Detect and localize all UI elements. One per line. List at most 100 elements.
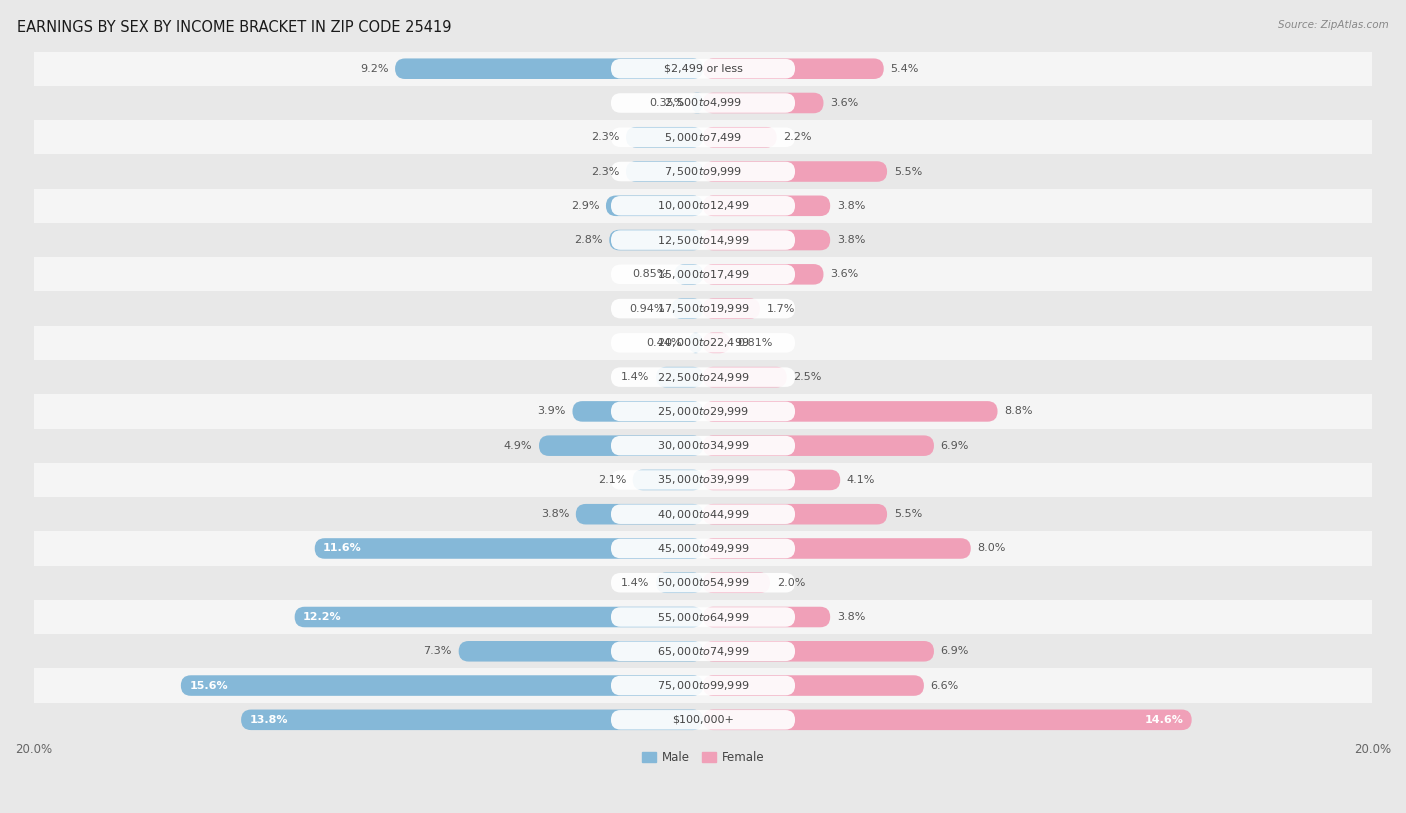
Text: 3.8%: 3.8% [837,612,865,622]
Text: 1.4%: 1.4% [621,372,650,382]
Text: 4.1%: 4.1% [846,475,876,485]
Text: $2,499 or less: $2,499 or less [664,63,742,74]
Text: $7,500 to $9,999: $7,500 to $9,999 [664,165,742,178]
FancyBboxPatch shape [572,401,703,422]
FancyBboxPatch shape [657,367,703,388]
Text: 0.85%: 0.85% [633,269,668,280]
FancyBboxPatch shape [612,299,794,319]
Text: 5.5%: 5.5% [894,167,922,176]
FancyBboxPatch shape [612,59,794,79]
Bar [34,497,1372,532]
Text: $15,000 to $17,499: $15,000 to $17,499 [657,267,749,280]
FancyBboxPatch shape [612,196,794,215]
Bar [34,394,1372,428]
Text: 1.7%: 1.7% [766,303,794,314]
Text: 14.6%: 14.6% [1144,715,1184,725]
Text: 9.2%: 9.2% [360,63,388,74]
Text: $100,000+: $100,000+ [672,715,734,725]
FancyBboxPatch shape [612,264,794,284]
FancyBboxPatch shape [612,641,794,661]
Bar [34,668,1372,702]
FancyBboxPatch shape [295,606,703,628]
FancyBboxPatch shape [612,230,794,250]
Bar [34,86,1372,120]
Text: $17,500 to $19,999: $17,500 to $19,999 [657,302,749,315]
Text: 2.1%: 2.1% [598,475,626,485]
FancyBboxPatch shape [703,195,830,216]
Text: 2.3%: 2.3% [591,167,619,176]
Text: $20,000 to $22,499: $20,000 to $22,499 [657,337,749,350]
FancyBboxPatch shape [606,195,703,216]
FancyBboxPatch shape [315,538,703,559]
FancyBboxPatch shape [576,504,703,524]
Text: 3.6%: 3.6% [830,98,859,108]
Text: Source: ZipAtlas.com: Source: ZipAtlas.com [1278,20,1389,30]
FancyBboxPatch shape [612,470,794,489]
Bar [34,189,1372,223]
FancyBboxPatch shape [703,367,787,388]
FancyBboxPatch shape [692,93,703,113]
FancyBboxPatch shape [703,93,824,113]
FancyBboxPatch shape [703,264,824,285]
FancyBboxPatch shape [703,470,841,490]
FancyBboxPatch shape [612,367,794,387]
Legend: Male, Female: Male, Female [637,746,769,769]
Text: $40,000 to $44,999: $40,000 to $44,999 [657,507,749,520]
Text: 1.4%: 1.4% [621,578,650,588]
FancyBboxPatch shape [609,230,703,250]
FancyBboxPatch shape [703,161,887,182]
Text: 3.9%: 3.9% [537,406,565,416]
FancyBboxPatch shape [703,230,830,250]
Text: $30,000 to $34,999: $30,000 to $34,999 [657,439,749,452]
Text: 7.3%: 7.3% [423,646,451,656]
FancyBboxPatch shape [612,676,794,695]
FancyBboxPatch shape [703,59,884,79]
Text: 6.9%: 6.9% [941,441,969,450]
Text: 3.6%: 3.6% [830,269,859,280]
Text: 13.8%: 13.8% [249,715,288,725]
Text: $5,000 to $7,499: $5,000 to $7,499 [664,131,742,144]
FancyBboxPatch shape [689,333,703,353]
Text: 2.3%: 2.3% [591,133,619,142]
Text: 2.9%: 2.9% [571,201,599,211]
FancyBboxPatch shape [612,710,794,729]
Bar [34,51,1372,86]
Bar [34,223,1372,257]
Text: 5.5%: 5.5% [894,509,922,520]
Text: $25,000 to $29,999: $25,000 to $29,999 [657,405,749,418]
Text: 0.94%: 0.94% [630,303,665,314]
FancyBboxPatch shape [672,298,703,319]
Text: 2.5%: 2.5% [793,372,821,382]
FancyBboxPatch shape [703,676,924,696]
FancyBboxPatch shape [612,93,794,113]
Text: 0.81%: 0.81% [737,338,772,348]
Text: $10,000 to $12,499: $10,000 to $12,499 [657,199,749,212]
FancyBboxPatch shape [703,538,970,559]
FancyBboxPatch shape [395,59,703,79]
Text: $50,000 to $54,999: $50,000 to $54,999 [657,576,749,589]
Text: $75,000 to $99,999: $75,000 to $99,999 [657,679,749,692]
FancyBboxPatch shape [612,436,794,455]
FancyBboxPatch shape [538,436,703,456]
FancyBboxPatch shape [703,641,934,662]
Text: 2.0%: 2.0% [776,578,806,588]
Text: $55,000 to $64,999: $55,000 to $64,999 [657,611,749,624]
Bar [34,154,1372,189]
FancyBboxPatch shape [703,436,934,456]
FancyBboxPatch shape [703,606,830,628]
FancyBboxPatch shape [612,402,794,421]
Text: 12.2%: 12.2% [304,612,342,622]
Bar [34,600,1372,634]
Text: 6.6%: 6.6% [931,680,959,690]
FancyBboxPatch shape [626,161,703,182]
Text: $12,500 to $14,999: $12,500 to $14,999 [657,233,749,246]
Text: 0.44%: 0.44% [647,338,682,348]
Text: 3.8%: 3.8% [837,235,865,245]
Text: $22,500 to $24,999: $22,500 to $24,999 [657,371,749,384]
FancyBboxPatch shape [612,607,794,627]
Bar [34,532,1372,566]
Text: 15.6%: 15.6% [190,680,228,690]
Text: $65,000 to $74,999: $65,000 to $74,999 [657,645,749,658]
FancyBboxPatch shape [181,676,703,696]
Bar [34,360,1372,394]
